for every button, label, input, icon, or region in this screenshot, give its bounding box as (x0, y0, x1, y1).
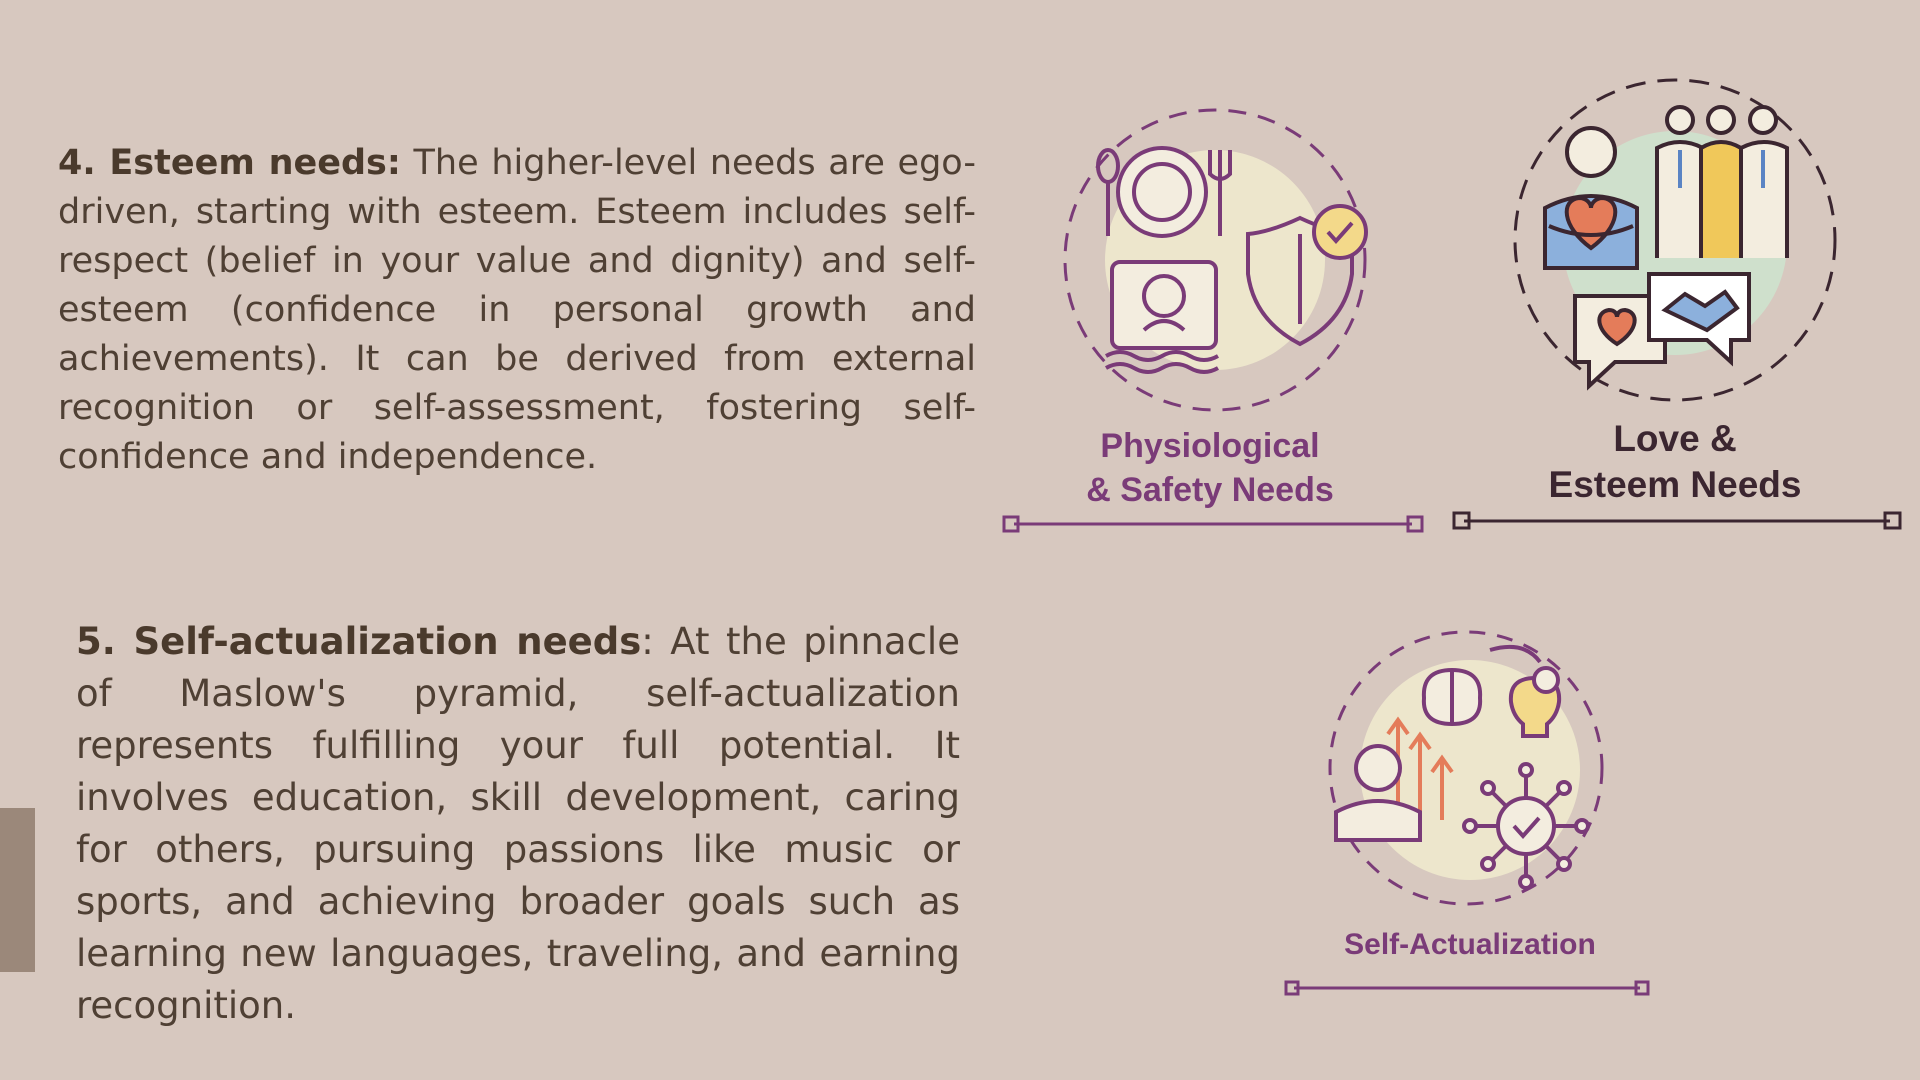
lightbulb-gear-icon (1489, 645, 1562, 738)
love-esteem-divider (1452, 511, 1902, 530)
plate-cutlery-icon (1096, 146, 1232, 238)
self-actualization-heading: 5. Self-actualization needs (76, 620, 642, 663)
growth-arrows-icon (1386, 716, 1454, 825)
brain-icon (1421, 667, 1483, 727)
physiological-safety-illustration (1063, 108, 1368, 412)
love-esteem-caption: Love & Esteem Needs (1490, 416, 1860, 508)
self-actualization-caption: Self-Actualization (1344, 928, 1596, 961)
self-actualization-illustration (1328, 630, 1604, 906)
person-heart-icon (1543, 126, 1639, 270)
network-check-icon (1462, 762, 1590, 890)
self-actualization-body: : At the pinnacle of Maslow's pyramid, s… (76, 620, 960, 1027)
caption-line-1: Love & (1613, 418, 1737, 459)
physiological-divider (1002, 515, 1424, 533)
esteem-needs-body: The higher-level needs are ego-driven, s… (58, 143, 976, 477)
caption-line-1: Physiological (1100, 427, 1320, 465)
love-esteem-illustration (1513, 78, 1837, 402)
shield-check-icon (1246, 204, 1368, 347)
side-accent-bar (0, 808, 35, 972)
physiological-safety-caption: Physiological & Safety Needs (1040, 424, 1380, 512)
self-actualization-divider (1284, 980, 1650, 996)
sleeping-person-icon (1105, 260, 1219, 374)
group-people-icon (1655, 105, 1789, 258)
caption-line-2: Esteem Needs (1548, 464, 1802, 505)
esteem-needs-paragraph: 4. Esteem needs: The higher-level needs … (58, 139, 976, 482)
esteem-needs-heading: 4. Esteem needs: (58, 143, 401, 183)
self-actualization-paragraph: 5. Self-actualization needs: At the pinn… (76, 616, 960, 1032)
chat-heart-handshake-icon (1573, 272, 1751, 391)
caption-line-2: & Safety Needs (1086, 471, 1334, 509)
person-icon (1334, 744, 1422, 842)
